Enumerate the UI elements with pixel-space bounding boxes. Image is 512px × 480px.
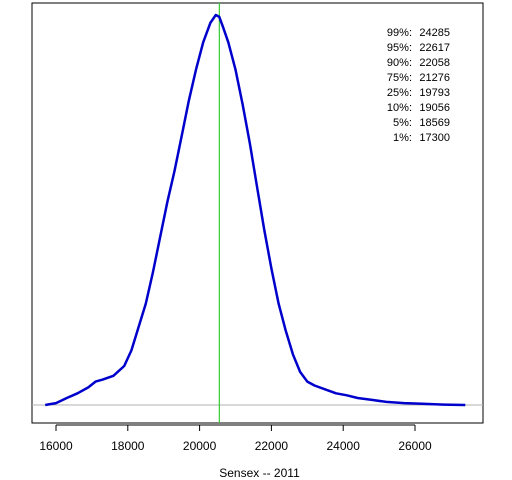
quantile-percent: 75%: <box>387 72 412 84</box>
x-tick-label: 26000 <box>398 439 432 453</box>
x-tick-label: 18000 <box>111 439 145 453</box>
quantile-value: 19793 <box>419 87 450 99</box>
quantile-percent: 99%: <box>387 27 412 39</box>
quantile-percent: 5%: <box>393 117 412 129</box>
quantile-percent: 10%: <box>387 102 412 114</box>
quantile-percent: 25%: <box>387 87 412 99</box>
quantile-value: 21276 <box>419 72 450 84</box>
quantile-percent: 95%: <box>387 42 412 54</box>
density-curve <box>44 13 466 407</box>
plot-frame <box>31 2 484 424</box>
x-tick-label: 24000 <box>327 439 361 453</box>
x-tick-label: 20000 <box>183 439 217 453</box>
x-tick-label: 16000 <box>39 439 73 453</box>
quantile-annotations: 99%: 24285 95%: 22617 90%: 22058 75%: 21276 25%:… <box>387 27 450 144</box>
x-axis-title: Sensex -- 2011 <box>219 466 300 480</box>
x-axis: 16000 18000 20000 22000 24000 26000 <box>39 424 432 453</box>
quantile-value: 22617 <box>419 42 450 54</box>
quantile-value: 18569 <box>419 117 450 129</box>
quantile-percent: 1%: <box>393 132 412 144</box>
quantile-value: 22058 <box>419 57 450 69</box>
quantile-value: 24285 <box>419 27 450 39</box>
x-tick-label: 22000 <box>255 439 289 453</box>
quantile-percent: 90%: <box>387 57 412 69</box>
quantile-value: 17300 <box>419 132 450 144</box>
quantile-value: 19056 <box>419 102 450 114</box>
